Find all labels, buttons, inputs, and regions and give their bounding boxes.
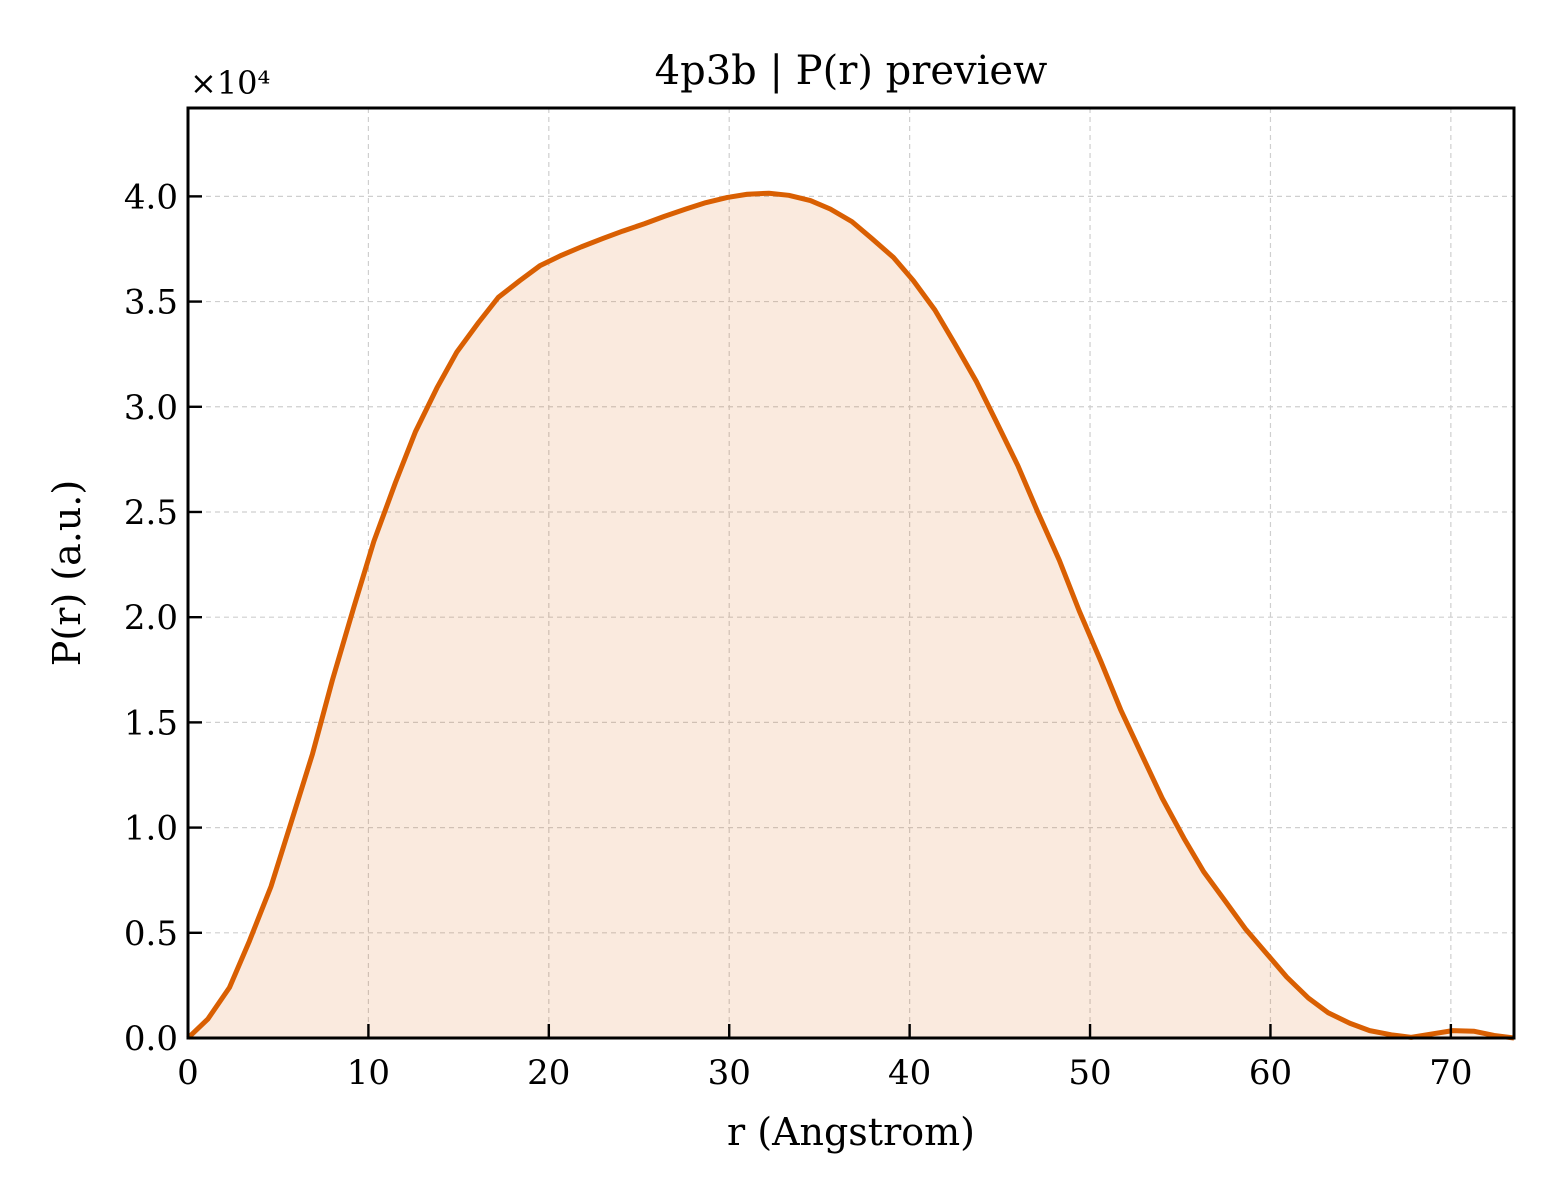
x-tick-label: 20 <box>527 1053 570 1093</box>
y-tick-label: 3.5 <box>124 283 178 323</box>
y-tick-label: 0.5 <box>124 914 178 954</box>
y-tick-label: 0.0 <box>124 1019 178 1059</box>
x-tick-label: 40 <box>888 1053 931 1093</box>
y-tick-label: 1.0 <box>124 809 178 849</box>
series-line <box>186 190 1515 1041</box>
plot-frame <box>186 106 1516 1040</box>
x-tick-label: 0 <box>177 1053 199 1093</box>
y-tick-label: 1.5 <box>124 703 178 743</box>
x-tick-label: 70 <box>1429 1053 1472 1093</box>
y-tick-label: 4.0 <box>124 177 178 217</box>
y-tick-label: 2.5 <box>124 493 178 533</box>
x-axis-label: r (Angstrom) <box>727 1110 975 1154</box>
x-tick-label: 10 <box>347 1053 390 1093</box>
series-area-fill <box>188 193 1514 1038</box>
chart-title: 4p3b | P(r) preview <box>655 48 1048 94</box>
y-axis-multiplier: ×10⁴ <box>190 64 270 102</box>
y-axis-label: P(r) (a.u.) <box>45 480 89 666</box>
ticks-layer: 0 10 20 30 40 50 60 70 0.0 0.5 1.0 1.5 2.0 2.5 3.0 3.5 4… <box>124 177 1473 1093</box>
grid-layer <box>188 108 1514 1038</box>
y-tick-label: 3.0 <box>124 388 178 428</box>
x-tick-label: 50 <box>1068 1053 1111 1093</box>
x-tick-label: 30 <box>708 1053 751 1093</box>
y-tick-label: 2.0 <box>124 598 178 638</box>
x-tick-label: 60 <box>1249 1053 1292 1093</box>
